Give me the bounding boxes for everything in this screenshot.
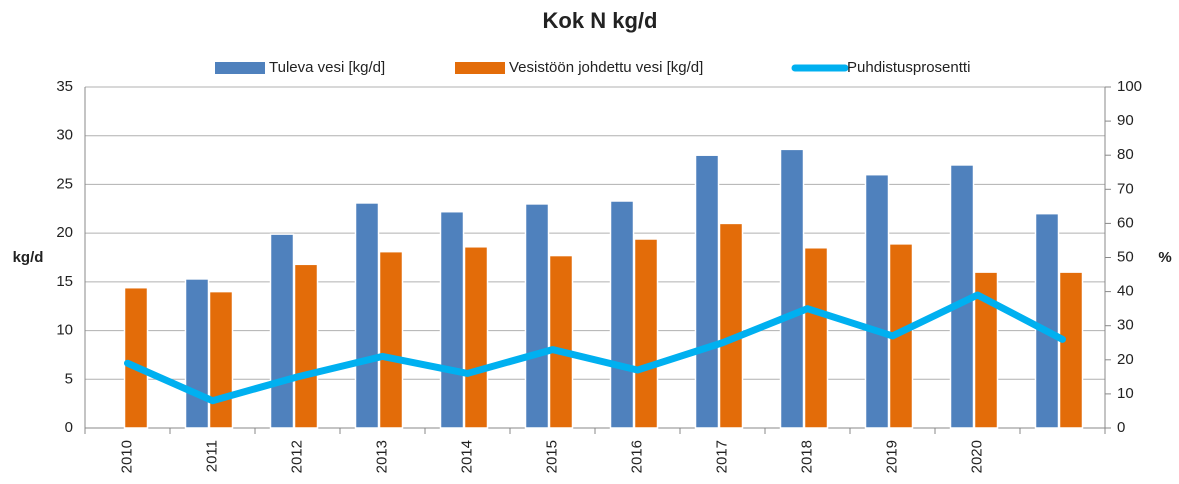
y2-tick-label: 30 bbox=[1117, 317, 1134, 334]
bar bbox=[609, 200, 635, 429]
x-tick-label: 2011 bbox=[203, 440, 220, 472]
bar bbox=[354, 202, 380, 429]
bar bbox=[378, 250, 404, 429]
bar bbox=[269, 233, 295, 429]
bar bbox=[779, 148, 805, 429]
bar bbox=[293, 263, 319, 429]
x-tick-label: 2017 bbox=[713, 440, 730, 473]
x-tick-label: 2015 bbox=[543, 440, 560, 473]
bar bbox=[439, 210, 465, 429]
y-tick-label: 15 bbox=[56, 273, 73, 290]
y-tick-label: 5 bbox=[65, 370, 73, 387]
y-tick-label: 25 bbox=[56, 175, 73, 192]
chart-title: Kok N kg/d bbox=[543, 8, 658, 33]
y-axis-label: kg/d bbox=[13, 249, 44, 266]
x-tick-label: 2020 bbox=[968, 440, 985, 473]
bar bbox=[524, 203, 550, 429]
x-tick-label: 2016 bbox=[628, 440, 645, 473]
bar bbox=[864, 173, 890, 429]
y2-tick-label: 10 bbox=[1117, 385, 1134, 402]
legend-swatch bbox=[455, 62, 505, 74]
bar bbox=[973, 271, 999, 429]
bar bbox=[1034, 212, 1060, 429]
legend-label: Vesistöön johdettu vesi [kg/d] bbox=[509, 59, 703, 76]
x-tick-label: 2019 bbox=[883, 440, 900, 473]
y2-tick-label: 90 bbox=[1117, 112, 1134, 129]
bar bbox=[463, 246, 489, 429]
x-tick-label: 2014 bbox=[458, 440, 475, 473]
legend-swatch bbox=[215, 62, 265, 74]
bar bbox=[123, 286, 149, 429]
bar bbox=[718, 222, 744, 429]
y-tick-label: 35 bbox=[56, 78, 73, 95]
x-tick-label: 2018 bbox=[798, 440, 815, 473]
bar bbox=[208, 290, 234, 429]
y2-tick-label: 0 bbox=[1117, 419, 1125, 436]
line bbox=[124, 291, 1066, 405]
legend-label: Puhdistusprosentti bbox=[847, 59, 970, 76]
y2-tick-label: 40 bbox=[1117, 283, 1134, 300]
bar bbox=[694, 154, 720, 429]
y-tick-label: 10 bbox=[56, 322, 73, 339]
x-tick-label: 2010 bbox=[118, 440, 135, 473]
y2-tick-label: 20 bbox=[1117, 351, 1134, 368]
y2-axis-label: % bbox=[1158, 249, 1171, 266]
y2-tick-label: 80 bbox=[1117, 146, 1134, 163]
y-tick-label: 20 bbox=[56, 224, 73, 241]
bar bbox=[184, 278, 210, 429]
bar bbox=[633, 238, 659, 429]
y2-tick-label: 70 bbox=[1117, 180, 1134, 197]
bar bbox=[548, 254, 574, 429]
y-tick-label: 0 bbox=[65, 419, 73, 436]
y-tick-label: 30 bbox=[56, 127, 73, 144]
bar bbox=[1058, 271, 1084, 429]
bar bbox=[803, 247, 829, 429]
x-tick-label: 2013 bbox=[373, 440, 390, 473]
legend-label: Tuleva vesi [kg/d] bbox=[269, 59, 385, 76]
y2-tick-label: 50 bbox=[1117, 248, 1134, 265]
y2-tick-label: 100 bbox=[1117, 78, 1142, 95]
y2-tick-label: 60 bbox=[1117, 214, 1134, 231]
x-tick-label: 2012 bbox=[288, 440, 305, 473]
